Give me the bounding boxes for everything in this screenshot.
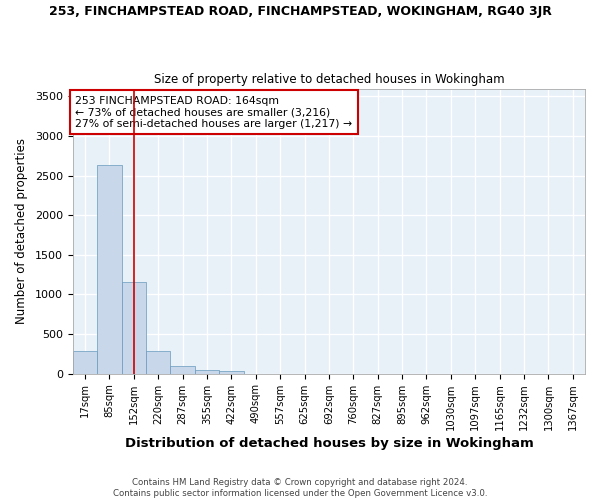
Bar	[219, 372, 244, 374]
Text: 253, FINCHAMPSTEAD ROAD, FINCHAMPSTEAD, WOKINGHAM, RG40 3JR: 253, FINCHAMPSTEAD ROAD, FINCHAMPSTEAD, …	[49, 5, 551, 18]
Bar	[146, 351, 170, 374]
X-axis label: Distribution of detached houses by size in Wokingham: Distribution of detached houses by size …	[125, 437, 533, 450]
Y-axis label: Number of detached properties: Number of detached properties	[15, 138, 28, 324]
Bar	[170, 366, 195, 374]
Bar	[195, 370, 219, 374]
Text: Contains HM Land Registry data © Crown copyright and database right 2024.
Contai: Contains HM Land Registry data © Crown c…	[113, 478, 487, 498]
Bar	[97, 164, 122, 374]
Bar	[122, 282, 146, 374]
Bar	[73, 352, 97, 374]
Title: Size of property relative to detached houses in Wokingham: Size of property relative to detached ho…	[154, 73, 504, 86]
Text: 253 FINCHAMPSTEAD ROAD: 164sqm
← 73% of detached houses are smaller (3,216)
27% : 253 FINCHAMPSTEAD ROAD: 164sqm ← 73% of …	[76, 96, 352, 129]
